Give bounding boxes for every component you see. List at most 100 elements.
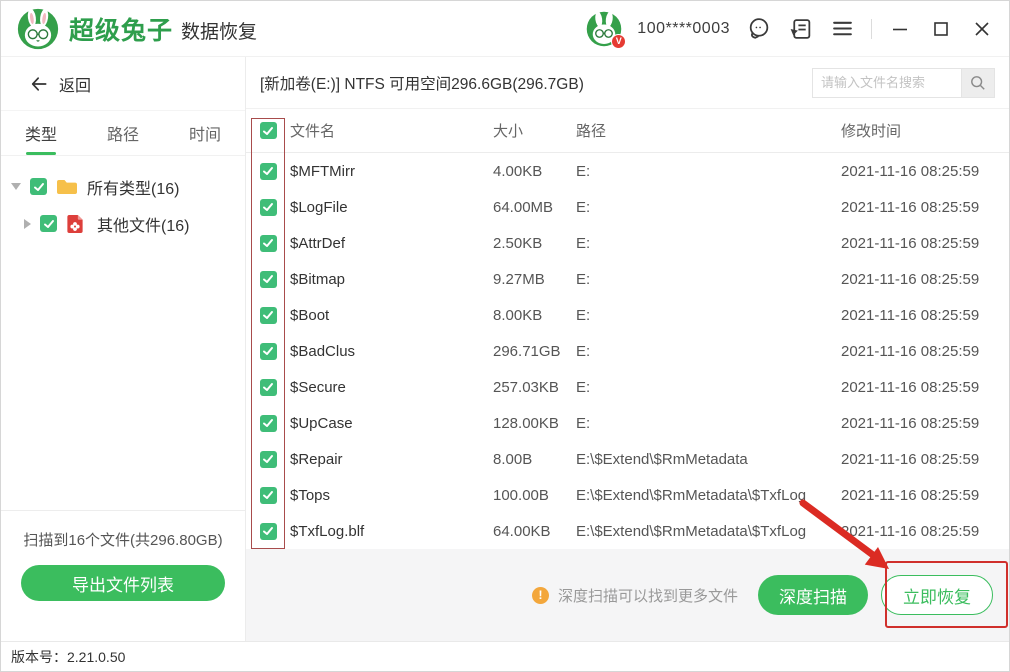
file-modified-cell: 2021-11-16 08:25:59 [841, 450, 980, 468]
statusbar: 版本号：2.21.0.50 [1, 641, 1009, 671]
expand-arrow-icon[interactable] [24, 218, 31, 229]
file-path-cell: E: [576, 198, 591, 216]
file-path-cell: E: [576, 378, 591, 396]
row-checkbox[interactable] [259, 306, 277, 324]
file-path-cell: E: [576, 270, 591, 288]
row-checkbox[interactable] [259, 198, 277, 216]
table-row[interactable]: $UpCase 128.00KB E: 2021-11-16 08:25:59 [246, 405, 1009, 441]
file-size-cell: 8.00B [493, 450, 533, 468]
column-header-path[interactable]: 路径 [576, 123, 607, 140]
recover-now-button[interactable]: 立即恢复 [881, 575, 993, 615]
file-size-cell: 8.00KB [493, 306, 543, 324]
file-name-cell: $Boot [290, 306, 330, 324]
file-name-cell: $BadClus [290, 342, 356, 360]
column-header-modified[interactable]: 修改时间 [841, 123, 902, 140]
main-panel: [新加卷(E:)] NTFS 可用空间296.6GB(296.7GB) [246, 57, 1009, 641]
collapse-arrow-icon[interactable] [11, 183, 21, 190]
file-modified-cell: 2021-11-16 08:25:59 [841, 378, 980, 396]
table-row[interactable]: $BadClus 296.71GB E: 2021-11-16 08:25:59 [246, 333, 1009, 369]
search-input[interactable] [813, 68, 961, 97]
deep-scan-hint: 深度扫描可以找到更多文件 [557, 587, 738, 605]
warning-icon: ! [531, 586, 549, 604]
sidebar-bottom: 扫描到16个文件(共296.80GB) 导出文件列表 [1, 510, 245, 641]
file-modified-cell: 2021-11-16 08:25:59 [841, 162, 980, 180]
row-checkbox[interactable] [259, 378, 277, 396]
table-row[interactable]: $LogFile 64.00MB E: 2021-11-16 08:25:59 [246, 189, 1009, 225]
search-box [812, 67, 995, 98]
tree-checkbox[interactable] [30, 178, 47, 195]
deep-scan-button[interactable]: 深度扫描 [758, 575, 868, 615]
file-modified-cell: 2021-11-16 08:25:59 [841, 270, 980, 288]
tab-time[interactable]: 时间 [188, 127, 221, 144]
content: 返回 类型 路径 时间 所有类型(1 [1, 57, 1009, 641]
row-checkbox[interactable] [259, 522, 277, 540]
table-row[interactable]: $Boot 8.00KB E: 2021-11-16 08:25:59 [246, 297, 1009, 333]
file-path-cell: E: [576, 234, 591, 252]
file-modified-cell: 2021-11-16 08:25:59 [841, 414, 980, 432]
file-path-cell: E:\$Extend\$RmMetadata\$TxfLog [576, 486, 807, 504]
table-row[interactable]: $Bitmap 9.27MB E: 2021-11-16 08:25:59 [246, 261, 1009, 297]
sidebar: 返回 类型 路径 时间 所有类型(1 [1, 57, 246, 641]
file-path-cell: E: [576, 342, 591, 360]
column-header-size[interactable]: 大小 [493, 123, 524, 140]
table-row[interactable]: $AttrDef 2.50KB E: 2021-11-16 08:25:59 [246, 225, 1009, 261]
file-type-tree: 所有类型(16) [1, 156, 245, 510]
select-all-checkbox[interactable] [259, 122, 277, 139]
tree-item-label: 其他文件(16) [97, 217, 190, 235]
brand-name: 超级兔子 [69, 16, 174, 45]
file-size-cell: 128.00KB [493, 414, 559, 432]
row-checkbox[interactable] [259, 450, 277, 468]
account-id: 100****0003 [637, 19, 730, 37]
row-checkbox[interactable] [259, 162, 277, 180]
export-file-list-button[interactable]: 导出文件列表 [21, 565, 225, 601]
file-modified-cell: 2021-11-16 08:25:59 [841, 522, 980, 540]
row-checkbox[interactable] [259, 486, 277, 504]
file-size-cell: 9.27MB [493, 270, 545, 288]
close-button[interactable] [969, 16, 995, 42]
account-group: V 100****0003 [586, 11, 995, 49]
menu-icon[interactable] [829, 15, 856, 42]
back-button[interactable]: 返回 [1, 57, 245, 111]
table-row[interactable]: $TxfLog.blf 64.00KB E:\$Extend\$RmMetada… [246, 513, 1009, 549]
column-header-filename[interactable]: 文件名 [290, 123, 336, 140]
folder-icon [56, 177, 78, 197]
file-size-cell: 257.03KB [493, 378, 559, 396]
tree-item-other-files[interactable]: 其他文件(16) [1, 205, 245, 242]
feedback-icon[interactable] [787, 15, 814, 42]
file-path-cell: E:\$Extend\$RmMetadata [576, 450, 748, 468]
table-row[interactable]: $Secure 257.03KB E: 2021-11-16 08:25:59 [246, 369, 1009, 405]
tree-item-all-types[interactable]: 所有类型(16) [1, 168, 245, 205]
row-checkbox[interactable] [259, 342, 277, 360]
file-name-cell: $LogFile [290, 198, 348, 216]
other-file-icon [66, 214, 88, 234]
file-modified-cell: 2021-11-16 08:25:59 [841, 342, 980, 360]
file-name-cell: $Secure [290, 378, 346, 396]
minimize-button[interactable] [887, 16, 913, 42]
file-name-cell: $Repair [290, 450, 343, 468]
search-button[interactable] [961, 68, 994, 97]
volume-toolbar: [新加卷(E:)] NTFS 可用空间296.6GB(296.7GB) [246, 57, 1009, 109]
maximize-button[interactable] [928, 16, 954, 42]
file-modified-cell: 2021-11-16 08:25:59 [841, 306, 980, 324]
row-checkbox[interactable] [259, 270, 277, 288]
titlebar-divider [871, 18, 872, 39]
search-icon [971, 75, 985, 90]
customer-service-icon[interactable] [745, 15, 772, 42]
product-name: 数据恢复 [181, 21, 258, 43]
table-row[interactable]: $Repair 8.00B E:\$Extend\$RmMetadata 202… [246, 441, 1009, 477]
version-label: 版本号：2.21.0.50 [11, 648, 126, 665]
row-checkbox[interactable] [259, 234, 277, 252]
file-name-cell: $Bitmap [290, 270, 346, 288]
file-name-cell: $AttrDef [290, 234, 346, 252]
tab-type[interactable]: 类型 [25, 111, 57, 155]
file-path-cell: E: [576, 162, 591, 180]
table-row[interactable]: $MFTMirr 4.00KB E: 2021-11-16 08:25:59 [246, 153, 1009, 189]
avatar[interactable]: V [586, 11, 627, 49]
file-size-cell: 4.00KB [493, 162, 543, 180]
table-row[interactable]: $Tops 100.00B E:\$Extend\$RmMetadata\$Tx… [246, 477, 1009, 513]
brand-group: 超级兔子 数据恢复 [17, 8, 257, 50]
tab-path[interactable]: 路径 [106, 127, 139, 144]
tree-checkbox[interactable] [40, 215, 57, 232]
row-checkbox[interactable] [259, 414, 277, 432]
